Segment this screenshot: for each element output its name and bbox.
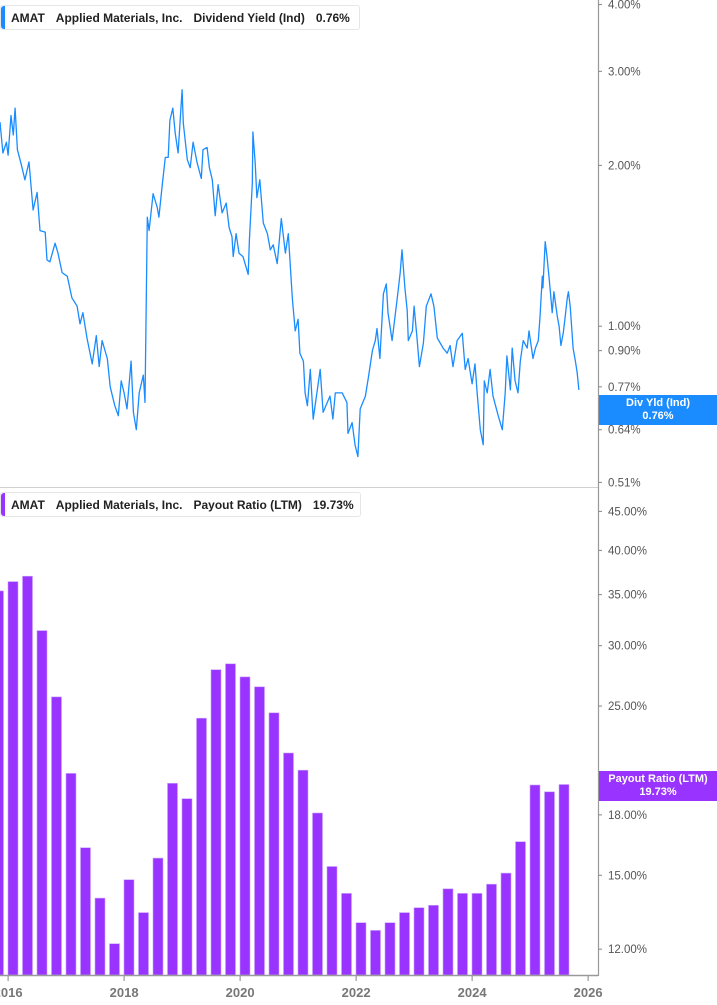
bottom-legend: AMAT Applied Materials, Inc. Payout Rati…: [0, 492, 361, 517]
payout-ratio-bar: [94, 897, 106, 976]
legend-metric: Payout Ratio (LTM): [193, 497, 302, 512]
tag-value: 0.76%: [642, 410, 674, 422]
y-tick-label: 0.90%: [608, 346, 641, 358]
y-tick-label: 0.64%: [608, 425, 641, 437]
y-tick-label: 30.00%: [608, 641, 647, 653]
tag-value: 19.73%: [639, 786, 677, 798]
payout-ratio-bar: [471, 893, 483, 976]
dividend-yield-current-tag: Div Yld (Ind) 0.76%: [599, 395, 717, 425]
x-tick-label: 2026: [574, 985, 603, 1000]
y-tick-label: 0.77%: [608, 382, 641, 394]
y-tick-label: 2.00%: [608, 160, 641, 172]
payout-ratio-bar: [370, 930, 381, 976]
payout-ratio-bar: [341, 893, 352, 976]
top-legend: AMAT Applied Materials, Inc. Dividend Yi…: [0, 5, 360, 30]
y-tick-label: 35.00%: [608, 590, 647, 602]
payout-ratio-bar: [500, 872, 512, 976]
payout-ratio-bar: [0, 590, 4, 976]
payout-ratio-bar: [196, 717, 207, 976]
payout-ratio-bar: [80, 847, 91, 976]
payout-ratio-bar: [22, 575, 33, 976]
x-tick-label: 2022: [342, 985, 371, 1000]
payout-ratio-bar: [123, 879, 135, 976]
y-tick-label: 18.00%: [608, 810, 647, 822]
payout-ratio-bar: [65, 773, 77, 976]
dividend-yield-panel: [0, 89, 580, 458]
payout-ratio-bar: [210, 669, 222, 976]
payout-ratio-panel: [0, 575, 570, 976]
legend-value: 19.73%: [312, 497, 354, 512]
y-tick-label: 4.00%: [608, 0, 641, 12]
payout-ratio-bar: [138, 912, 149, 976]
x-tick-label: 2020: [226, 985, 255, 1000]
payout-ratio-bar: [7, 581, 19, 976]
dividend-yield-line: [0, 89, 580, 458]
payout-ratio-bar: [297, 769, 309, 976]
payout-ratio-bar: [544, 791, 555, 976]
legend-ticker: AMAT: [11, 10, 45, 25]
payout-ratio-bar: [457, 893, 468, 976]
payout-ratio-bar: [326, 866, 338, 976]
y-tick-label: 0.51%: [608, 477, 641, 489]
payout-ratio-bar: [36, 630, 48, 976]
y-tick-label: 40.00%: [608, 545, 647, 557]
y-tick-label: 15.00%: [608, 870, 647, 882]
payout-ratio-bar: [399, 912, 410, 976]
payout-ratio-bar: [384, 922, 396, 976]
y-tick-label: 45.00%: [608, 506, 647, 518]
y-tick-label: 3.00%: [608, 66, 641, 78]
y-tick-label: 1.00%: [608, 321, 641, 333]
payout-ratio-bar: [268, 712, 280, 976]
x-tick-label: 2024: [458, 985, 488, 1000]
legend-value: 0.76%: [315, 10, 350, 25]
payout-ratio-bar: [428, 904, 439, 976]
payout-ratio-bar: [109, 943, 120, 976]
y-tick-label: 25.00%: [608, 701, 647, 713]
axes: 4.00% 3.00% 2.00% 1.00% 0.90% 0.77% 0.64% 0.51%…: [0, 0, 647, 1000]
payout-ratio-bar: [558, 784, 570, 976]
y-tick-label: 12.00%: [608, 944, 647, 956]
payout-ratio-bar: [355, 922, 367, 976]
payout-ratio-bar: [283, 752, 294, 976]
payout-ratio-bar: [442, 888, 454, 976]
payout-ratio-bar: [167, 782, 178, 976]
payout-ratio-bar: [181, 798, 193, 976]
x-tick-label: 2016: [0, 985, 23, 1000]
x-tick-label: 2018: [110, 985, 139, 1000]
legend-metric: Dividend Yield (Ind): [193, 10, 305, 25]
payout-ratio-bar: [529, 784, 541, 976]
legend-color-swatch: [1, 493, 5, 516]
legend-color-swatch: [1, 6, 5, 29]
payout-ratio-bar: [239, 676, 251, 976]
payout-ratio-bar: [51, 696, 62, 976]
legend-ticker: AMAT: [11, 497, 45, 512]
tag-label: Div Yld (Ind): [626, 397, 690, 409]
payout-ratio-bar: [486, 883, 497, 976]
payout-ratio-bar: [225, 663, 236, 976]
payout-ratio-bar: [515, 841, 526, 976]
payout-ratio-bar: [413, 907, 425, 976]
payout-ratio-bar: [254, 686, 265, 976]
legend-company: Applied Materials, Inc.: [55, 497, 183, 512]
payout-ratio-current-tag: Payout Ratio (LTM) 19.73%: [599, 771, 717, 801]
legend-company: Applied Materials, Inc.: [55, 10, 183, 25]
payout-ratio-bar: [312, 812, 323, 976]
payout-ratio-bar: [152, 857, 164, 976]
tag-label: Payout Ratio (LTM): [608, 773, 708, 785]
